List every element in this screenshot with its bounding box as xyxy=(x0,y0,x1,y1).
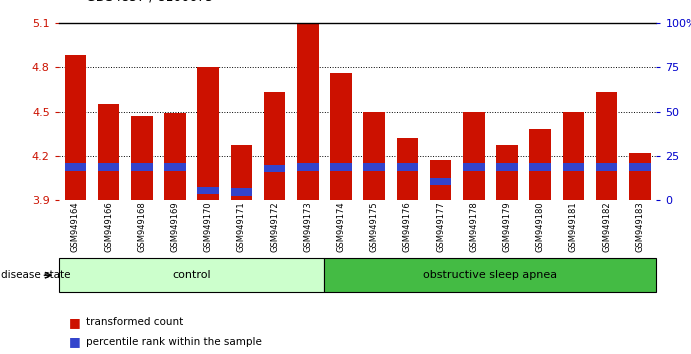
Bar xyxy=(131,163,153,171)
Bar xyxy=(529,129,551,200)
Bar xyxy=(562,163,584,171)
Bar xyxy=(430,160,451,200)
Bar xyxy=(496,145,518,200)
Bar xyxy=(629,153,651,200)
Text: ■: ■ xyxy=(69,316,81,329)
Bar xyxy=(297,163,319,171)
Bar xyxy=(330,163,352,171)
Bar xyxy=(463,112,484,200)
Bar xyxy=(629,163,651,171)
Bar xyxy=(231,145,252,200)
Bar xyxy=(363,163,385,171)
Bar xyxy=(529,163,551,171)
Bar xyxy=(264,165,285,172)
Bar xyxy=(198,67,219,200)
Bar xyxy=(297,24,319,200)
Bar xyxy=(164,113,186,200)
Bar xyxy=(264,92,285,200)
Bar xyxy=(430,178,451,185)
Bar xyxy=(596,92,618,200)
Text: ■: ■ xyxy=(69,335,81,348)
Text: obstructive sleep apnea: obstructive sleep apnea xyxy=(424,270,558,280)
Bar xyxy=(330,73,352,200)
Text: percentile rank within the sample: percentile rank within the sample xyxy=(86,337,263,347)
Bar xyxy=(596,163,618,171)
Bar xyxy=(496,163,518,171)
Text: control: control xyxy=(172,270,211,280)
Bar xyxy=(97,163,120,171)
Text: GDS4857 / 8100675: GDS4857 / 8100675 xyxy=(86,0,214,4)
Bar xyxy=(231,188,252,195)
Text: disease state: disease state xyxy=(1,270,71,280)
Bar xyxy=(198,187,219,194)
Bar xyxy=(562,112,584,200)
Bar xyxy=(164,163,186,171)
Bar xyxy=(463,163,484,171)
Bar xyxy=(131,116,153,200)
Bar xyxy=(397,163,418,171)
Bar xyxy=(397,138,418,200)
Bar xyxy=(97,104,120,200)
Text: transformed count: transformed count xyxy=(86,317,184,327)
Bar xyxy=(64,163,86,171)
Bar xyxy=(363,112,385,200)
Bar xyxy=(64,56,86,200)
